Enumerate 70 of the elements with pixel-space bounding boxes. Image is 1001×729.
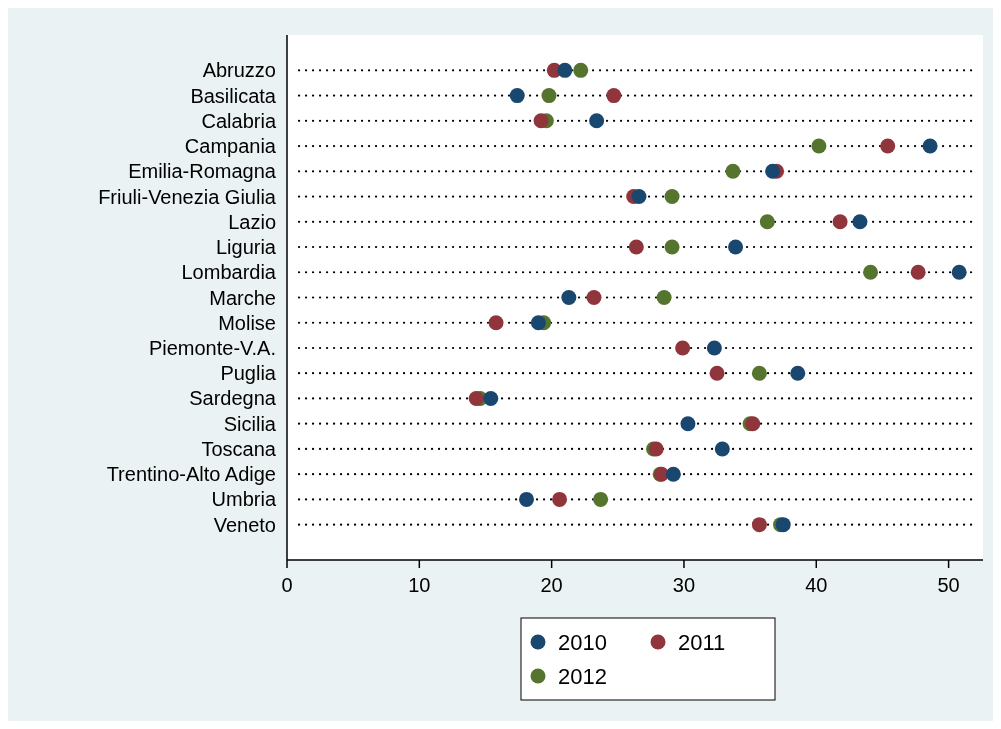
point [751, 517, 767, 533]
point [922, 138, 938, 154]
y-tick-label: Emilia-Romagna [128, 160, 277, 183]
point [751, 365, 767, 381]
x-tick-label: 50 [937, 574, 960, 596]
y-tick-label: Marche [209, 286, 276, 309]
point [541, 88, 557, 104]
point [573, 62, 589, 78]
point [665, 466, 681, 482]
point [725, 163, 741, 179]
point [852, 214, 868, 230]
point [561, 290, 577, 305]
y-tick-label: Sicilia [223, 412, 277, 435]
point [880, 138, 896, 154]
y-tick-label: Lombardia [181, 261, 277, 284]
y-tick-label: Calabria [201, 109, 277, 132]
y-tick-label: Piemonte-V.A. [148, 336, 276, 359]
point [589, 113, 605, 129]
y-tick-label: Friuli-Venezia Giulia [98, 185, 277, 208]
x-tick-label: 20 [540, 574, 563, 596]
x-tick-label: 30 [672, 574, 696, 596]
point [530, 315, 546, 331]
point [468, 390, 484, 406]
y-tick-label: Abruzzo [202, 59, 276, 82]
point [728, 239, 744, 255]
point [790, 365, 806, 381]
x-tick-label: 40 [805, 574, 828, 596]
point [586, 290, 602, 305]
point [631, 189, 647, 205]
point [628, 239, 644, 255]
point [533, 113, 549, 129]
y-tick-label: Puglia [220, 362, 277, 385]
y-tick-label: Toscana [201, 437, 277, 460]
y-tick-label: Veneto [213, 513, 276, 536]
point [765, 163, 781, 179]
y-tick-label: Lazio [228, 210, 276, 233]
point [552, 491, 568, 507]
point [483, 390, 499, 406]
point [509, 88, 525, 104]
point [706, 340, 722, 356]
y-tick-label: Umbria [211, 488, 277, 511]
y-tick-label: Basilicata [190, 84, 277, 107]
point [811, 138, 827, 154]
point [557, 62, 573, 78]
point [675, 340, 691, 356]
y-tick-label: Trentino-Alto Adige [106, 463, 276, 486]
point [488, 315, 504, 331]
point [863, 264, 879, 280]
point [680, 416, 696, 432]
point [664, 239, 680, 255]
point [606, 88, 622, 104]
point [709, 365, 725, 381]
point [519, 491, 534, 507]
x-tick-label: 10 [408, 574, 431, 596]
point [664, 189, 680, 205]
point [759, 214, 775, 230]
legend-label: 2011 [678, 629, 726, 655]
x-tick-label: 0 [281, 574, 293, 596]
point [656, 290, 672, 305]
point [910, 264, 926, 280]
point [951, 264, 967, 280]
y-tick-label: Sardegna [189, 387, 277, 410]
legend-label: 2012 [558, 663, 607, 689]
point [832, 214, 848, 230]
y-tick-label: Liguria [215, 236, 277, 259]
point [714, 441, 730, 457]
legend-label: 2010 [558, 629, 607, 655]
y-tick-label: Campania [184, 135, 277, 158]
point [593, 491, 609, 507]
y-tick-label: Molise [218, 311, 276, 334]
